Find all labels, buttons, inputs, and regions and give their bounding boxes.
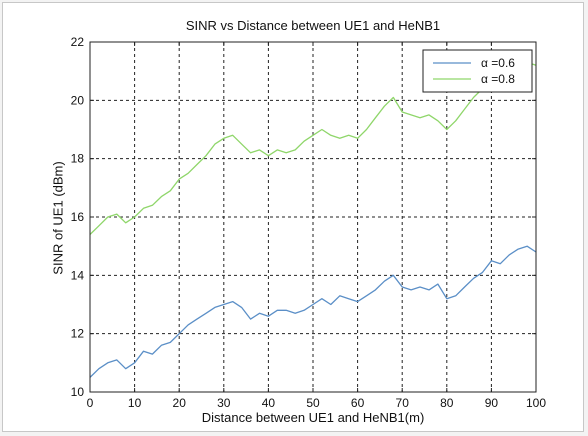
legend-label-1: α =0.6 xyxy=(481,56,515,70)
y-tick-label: 18 xyxy=(71,152,85,166)
x-tick-label: 20 xyxy=(173,396,187,410)
legend-label-2: α =0.8 xyxy=(481,72,515,86)
series-line-1 xyxy=(89,245,537,378)
x-tick-label: 50 xyxy=(306,396,320,410)
x-tick-label: 40 xyxy=(262,396,276,410)
x-tick-label: 30 xyxy=(217,396,231,410)
x-tick-label: 60 xyxy=(351,396,365,410)
y-tick-label: 12 xyxy=(71,327,85,341)
x-tick-label: 80 xyxy=(440,396,454,410)
legend-box xyxy=(422,49,533,93)
x-tick-label: 0 xyxy=(87,396,94,410)
y-tick-label: 10 xyxy=(71,385,85,399)
y-tick-label: 16 xyxy=(71,210,85,224)
y-tick-label: 14 xyxy=(71,268,85,282)
x-tick-label: 10 xyxy=(128,396,142,410)
x-tick-label: 70 xyxy=(396,396,410,410)
series-line-2 xyxy=(89,61,537,235)
legend: α =0.6 α =0.8 xyxy=(422,49,533,93)
y-tick-label: 22 xyxy=(71,35,85,49)
x-tick-label: 90 xyxy=(485,396,499,410)
chart-title: SINR vs Distance between UE1 and HeNB1 xyxy=(185,18,441,33)
y-tick-label: 20 xyxy=(71,93,85,107)
x-axis-label: Distance between UE1 and HeNB1(m) xyxy=(201,410,425,425)
x-tick-label: 100 xyxy=(526,396,546,410)
